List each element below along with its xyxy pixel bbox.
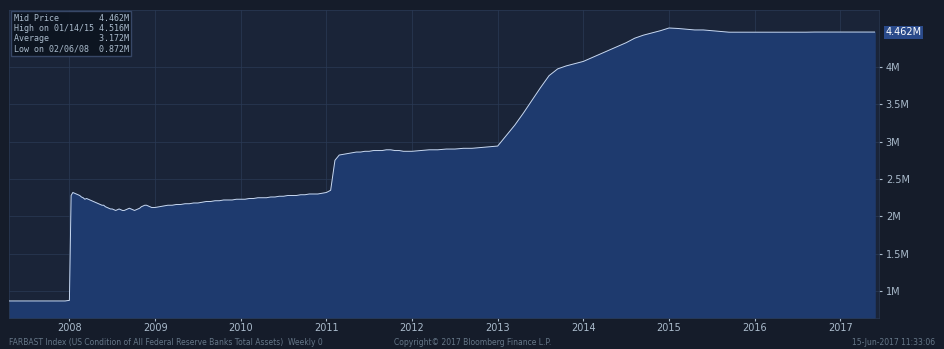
Text: 15-Jun-2017 11:33:06: 15-Jun-2017 11:33:06 [851,338,935,347]
Text: Mid Price        4.462M
High on 01/14/15 4.516M
Average          3.172M
Low on 0: Mid Price 4.462M High on 01/14/15 4.516M… [14,14,128,54]
Text: FARBAST Index (US Condition of All Federal Reserve Banks Total Assets)  Weekly 0: FARBAST Index (US Condition of All Feder… [9,338,323,347]
Text: Copyright© 2017 Bloomberg Finance L.P.: Copyright© 2017 Bloomberg Finance L.P. [394,338,550,347]
Text: 4.462M: 4.462M [885,27,921,37]
